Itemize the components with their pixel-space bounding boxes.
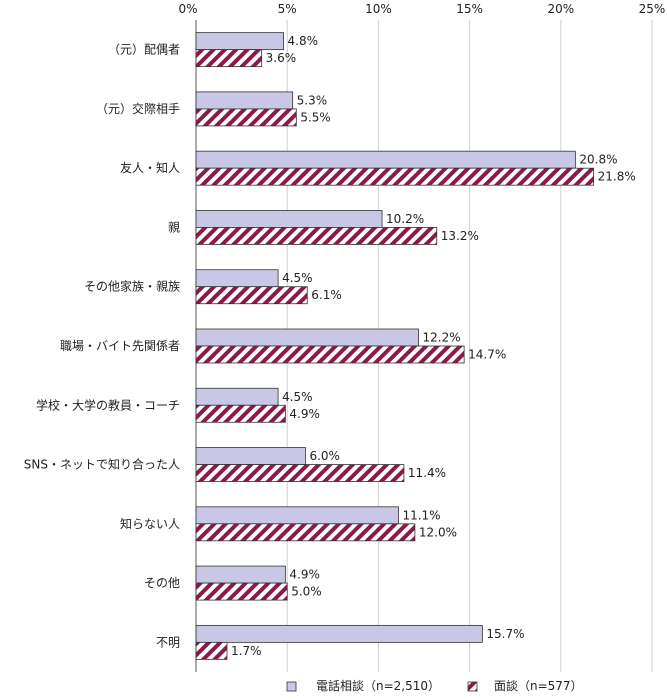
bar-phone [195,150,576,169]
data-label-interview: 1.7% [231,644,262,658]
data-label-phone: 10.2% [386,212,424,226]
bar-interview [195,345,465,364]
category-label: （元）配偶者 [108,43,180,57]
x-tick-label: 0% [178,2,197,16]
data-label-interview: 5.0% [291,585,322,599]
data-label-interview: 4.9% [289,407,320,421]
category-label: （元）交際相手 [96,101,180,116]
data-label-interview: 13.2% [441,229,479,243]
data-label-interview: 12.0% [419,525,457,539]
bar-phone [195,506,399,525]
bar-phone [195,447,306,465]
category-label: その他家族・親族 [84,279,180,294]
bar-interview [195,464,405,482]
data-label-interview: 14.7% [468,348,506,362]
bar-interview [195,523,416,542]
bar-phone [195,387,279,406]
data-label-interview: 3.6% [266,51,297,65]
data-label-phone: 6.0% [309,449,340,463]
bar-interview [195,286,308,305]
category-label: その他 [144,576,180,590]
x-axis-ticks: 0% 5% 10% 15% 20% 25% [178,2,665,16]
data-label-phone: 5.3% [297,93,328,107]
data-label-phone: 12.2% [423,331,461,345]
label-layer: （元）配偶者 4.8% 3.6% （元）交際相手 5.3% 5.5% 友人・知人 20.8% 2… [24,34,636,658]
bar-interview [195,167,595,186]
legend-swatch-interview [467,681,478,692]
bar-phone [195,328,419,347]
legend-swatch-phone [286,681,297,692]
bar-interview [195,227,438,245]
legend: 電話相談（n=2,510） 面談（n=577） [286,678,583,693]
category-label: 不明 [156,635,180,649]
data-label-phone: 4.5% [282,390,313,404]
x-tick-label: 20% [547,2,574,16]
data-label-phone: 20.8% [579,153,617,167]
data-label-interview: 5.5% [300,110,331,124]
bar-phone [195,565,286,584]
category-label: SNS・ネットで知り合った人 [24,457,180,472]
bar-phone [195,32,284,51]
legend-label-interview: 面談（n=577） [494,678,583,693]
data-label-interview: 21.8% [598,170,636,184]
category-label: 職場・バイト先関係者 [60,339,180,353]
data-label-phone: 11.1% [402,508,440,522]
x-tick-label: 10% [365,2,392,16]
category-label: 親 [168,220,180,234]
bar-phone [195,624,483,643]
bar-phone [195,91,294,110]
bar-phone [195,210,383,228]
x-tick-label: 25% [639,2,666,16]
x-tick-label: 15% [456,2,483,16]
bar-interview [195,108,297,127]
bar-interview [195,49,263,68]
data-label-interview: 6.1% [311,288,342,302]
bar-phone [195,269,279,288]
bar-interview [195,641,228,660]
data-label-interview: 11.4% [408,466,446,480]
x-tick-label: 5% [278,2,297,16]
data-label-phone: 4.9% [289,568,320,582]
data-label-phone: 15.7% [486,627,524,641]
bar-layer [195,32,595,660]
category-label: 友人・知人 [120,161,180,175]
category-label: 知らない人 [120,517,180,531]
data-label-phone: 4.8% [288,34,319,48]
bar-interview [195,582,288,601]
category-label: 学校・大学の教員・コーチ [36,397,180,412]
bar-interview [195,404,286,423]
data-label-phone: 4.5% [282,271,313,285]
legend-label-phone: 電話相談（n=2,510） [316,678,440,693]
